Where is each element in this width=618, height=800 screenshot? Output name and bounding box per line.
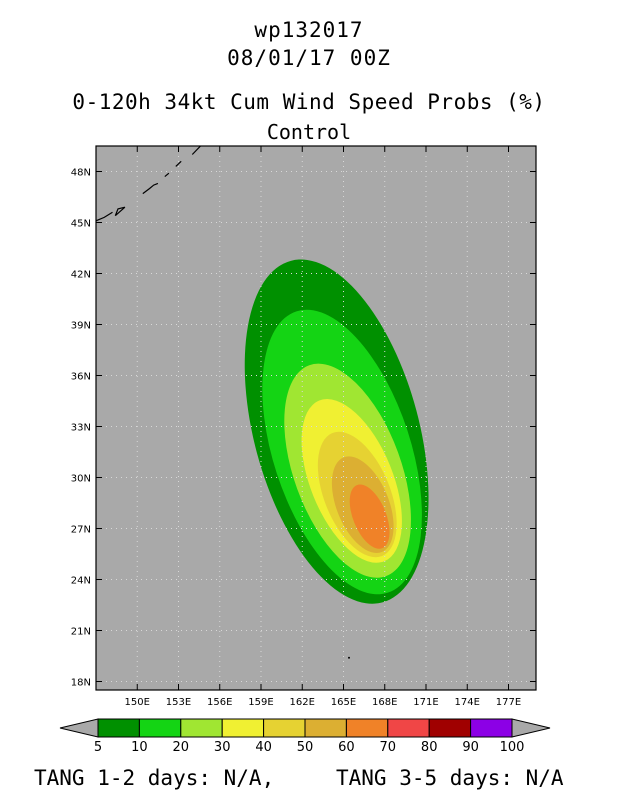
colorbar-level-label: 30 (214, 740, 231, 755)
datetime-title: 08/01/17 00Z (227, 46, 391, 70)
plot-frame (95, 145, 537, 691)
coastline-segment (142, 182, 159, 195)
x-tick-label: 162E (290, 697, 315, 708)
x-tick-label: 171E (413, 697, 438, 708)
coastline-segment (164, 172, 170, 178)
run-subtitle: Control (266, 120, 352, 144)
axes: 150E 153E 156E 159E 162E 165E 168E 171E 174E 177E… (71, 145, 537, 708)
plot-area (96, 146, 536, 690)
colorbar-swatch (221, 718, 265, 738)
island-marker (348, 656, 350, 659)
colorbar-swatch (138, 718, 182, 738)
probability-map-chart: 150E 153E 156E 159E 162E 165E 168E 171E 174E 177E… (59, 145, 551, 755)
colorbar-swatch (304, 718, 347, 738)
x-tick-label: 177E (496, 697, 521, 708)
colorbar: 5 10 20 30 40 50 60 70 80 90 100 (59, 718, 551, 755)
colorbar-level-label: 70 (380, 740, 397, 755)
colorbar-swatch (428, 718, 472, 738)
colorbar-swatch (387, 718, 430, 738)
colorbar-level-label: 60 (338, 740, 355, 755)
colorbar-level-label: 5 (94, 740, 102, 755)
y-tick-label: 18N (71, 678, 91, 689)
coastline-segment (175, 160, 182, 167)
map-content (96, 146, 536, 690)
colorbar-swatch (470, 718, 513, 738)
x-tick-label: 153E (166, 697, 191, 708)
colorbar-level-label: 40 (255, 740, 272, 755)
coastline-segment (191, 146, 201, 155)
colorbar-level-label: 20 (173, 740, 190, 755)
colorbar-level-label: 90 (462, 740, 479, 755)
prob-contour-60 (349, 484, 390, 549)
colorbar-swatch (180, 718, 223, 738)
y-tick-label: 27N (71, 525, 91, 536)
colorbar-level-label: 50 (297, 740, 314, 755)
y-tick-label: 42N (71, 270, 91, 281)
colorbar-swatch (345, 718, 389, 738)
x-tick-label: 165E (331, 697, 356, 708)
product-title: 0-120h 34kt Cum Wind Speed Probs (%) (72, 90, 546, 114)
y-tick-label: 36N (71, 372, 91, 383)
x-tick-label: 156E (207, 697, 232, 708)
y-tick-label: 30N (71, 474, 91, 485)
colorbar-swatch (263, 718, 306, 738)
colorbar-level-label: 80 (421, 740, 438, 755)
x-tick-label: 168E (372, 697, 397, 708)
x-tick-label: 174E (455, 697, 480, 708)
tang-1-2-days-text: TANG 1-2 days: N/A, (34, 766, 275, 790)
coastline-segment (114, 206, 126, 217)
colorbar-low-arrow (59, 718, 99, 738)
storm-id-title: wp132017 (254, 18, 364, 42)
tang-3-5-days-text: TANG 3-5 days: N/A (336, 766, 564, 790)
colorbar-level-label: 100 (500, 740, 525, 755)
y-tick-label: 48N (71, 168, 91, 179)
x-tick-label: 159E (248, 697, 273, 708)
colorbar-high-arrow (511, 718, 551, 738)
y-tick-label: 33N (71, 423, 91, 434)
y-tick-label: 39N (71, 321, 91, 332)
colorbar-level-label: 10 (131, 740, 148, 755)
y-tick-label: 45N (71, 219, 91, 230)
coastline-segment (96, 211, 113, 222)
x-tick-label: 150E (125, 697, 150, 708)
y-tick-label: 21N (71, 627, 91, 638)
y-tick-label: 24N (71, 576, 91, 587)
colorbar-swatch (97, 718, 140, 738)
